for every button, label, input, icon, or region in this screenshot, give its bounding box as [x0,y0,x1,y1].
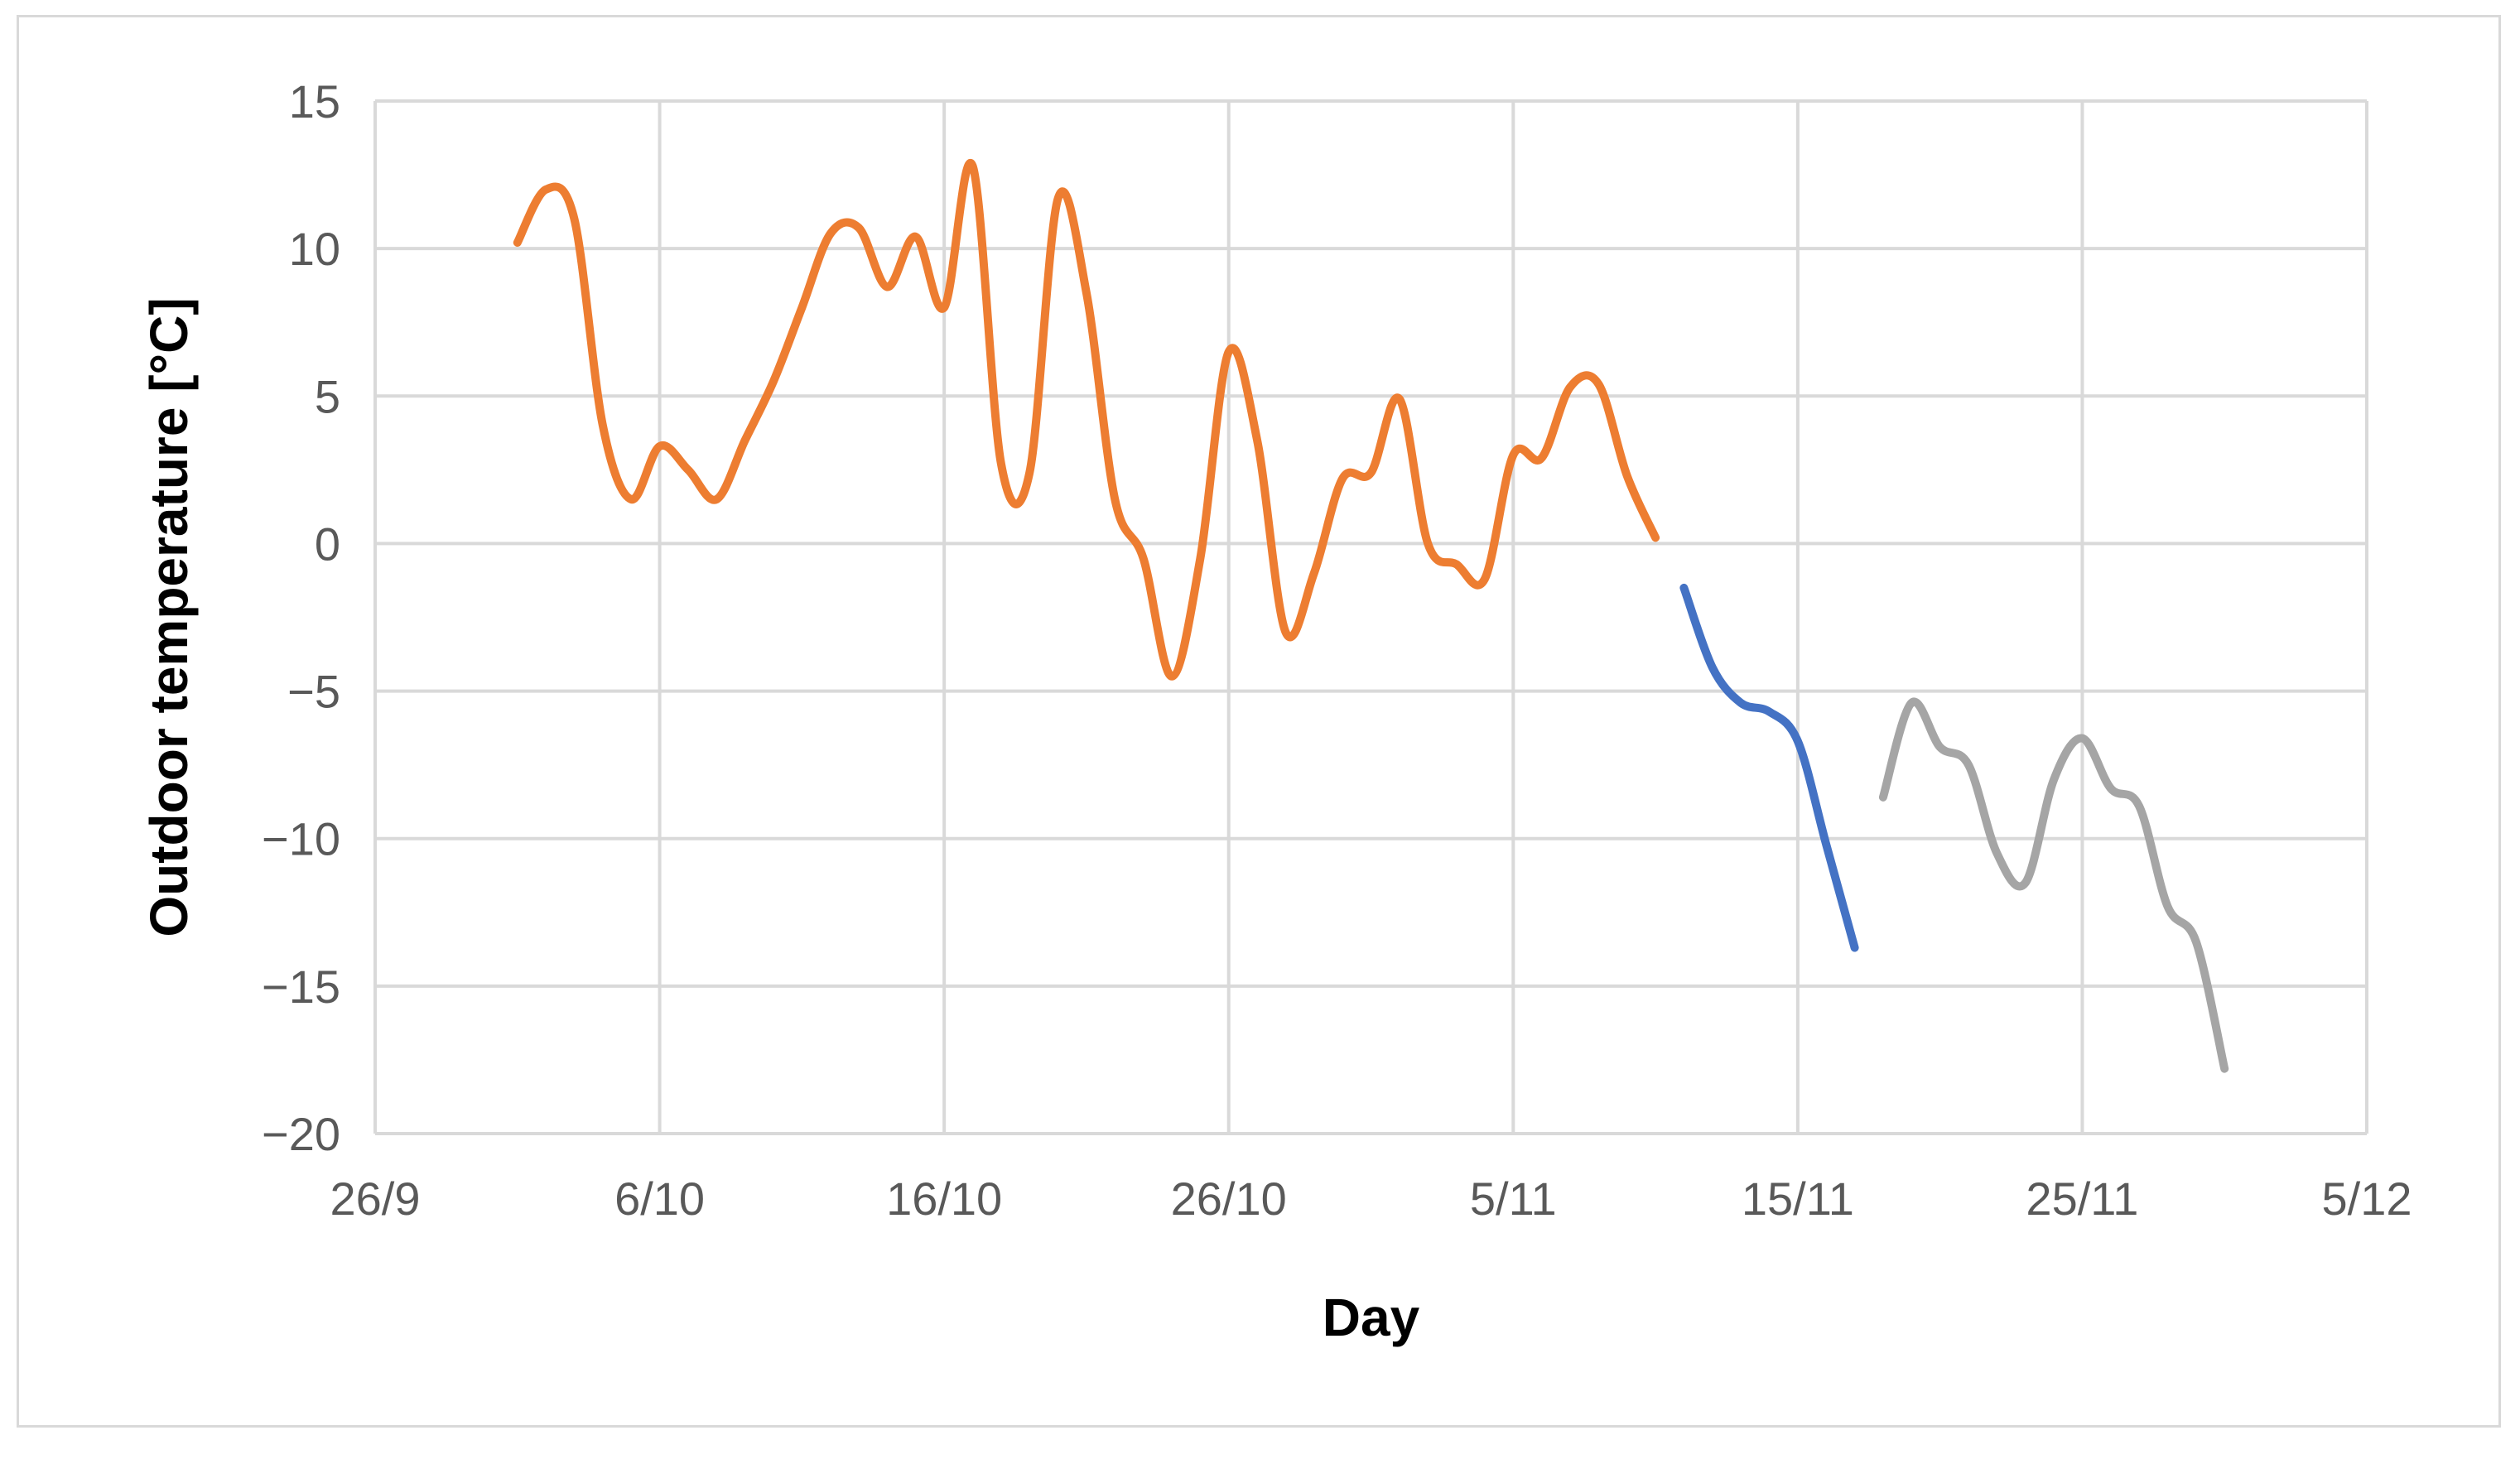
series-line-2 [1679,583,1859,952]
y-tick-label: −20 [262,1108,340,1160]
y-tick-label: 5 [315,370,340,422]
y-tick-label: 15 [289,75,340,128]
tick-labels: 15 10 5 0 −5 −10 −15 −20 26/9 6/10 16/10 26/10 5/11 1… [262,75,2412,1225]
x-tick-label: 5/11 [1470,1173,1557,1225]
chart-frame: 15 10 5 0 −5 −10 −15 −20 26/9 6/10 16/10 26/10 5/11 1… [17,15,2501,1428]
x-tick-label: 6/10 [614,1173,705,1225]
x-tick-label: 16/10 [886,1173,1002,1225]
chart-svg: 15 10 5 0 −5 −10 −15 −20 26/9 6/10 16/10 26/10 5/11 1… [139,75,2412,1347]
x-axis-title: Day [1323,1288,1420,1347]
series-layer [513,158,2229,1073]
x-tick-label: 26/9 [330,1173,421,1225]
y-tick-label: −10 [262,813,340,865]
series-line-1 [513,158,1660,681]
x-tick-label: 15/11 [1742,1173,1854,1225]
y-tick-label: −5 [287,666,340,718]
y-tick-label: 10 [289,223,340,275]
x-tick-label: 26/10 [1171,1173,1287,1225]
x-tick-label: 25/11 [2026,1173,2138,1225]
y-tick-label: 0 [315,518,340,570]
grid [373,99,2368,1135]
y-axis-title: Outdoor temperature [°C] [139,297,199,937]
series-line-3 [1878,697,2229,1073]
y-tick-label: −15 [262,961,340,1013]
x-tick-label: 5/12 [2322,1173,2412,1225]
